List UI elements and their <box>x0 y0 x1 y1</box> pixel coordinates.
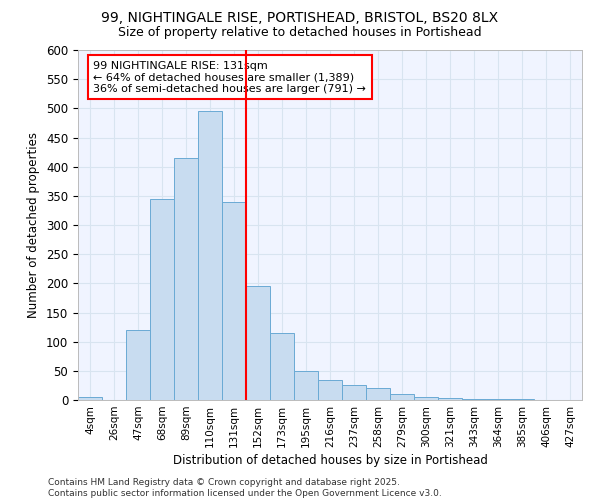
Text: 99, NIGHTINGALE RISE, PORTISHEAD, BRISTOL, BS20 8LX: 99, NIGHTINGALE RISE, PORTISHEAD, BRISTO… <box>101 12 499 26</box>
Text: 99 NIGHTINGALE RISE: 131sqm
← 64% of detached houses are smaller (1,389)
36% of : 99 NIGHTINGALE RISE: 131sqm ← 64% of det… <box>93 60 366 94</box>
Bar <box>438 398 462 400</box>
Bar <box>366 388 390 400</box>
Text: Size of property relative to detached houses in Portishead: Size of property relative to detached ho… <box>118 26 482 39</box>
Bar <box>462 399 486 400</box>
Bar <box>78 397 102 400</box>
Bar <box>222 202 246 400</box>
Text: Contains HM Land Registry data © Crown copyright and database right 2025.
Contai: Contains HM Land Registry data © Crown c… <box>48 478 442 498</box>
Bar <box>414 397 438 400</box>
X-axis label: Distribution of detached houses by size in Portishead: Distribution of detached houses by size … <box>173 454 487 467</box>
Bar <box>342 386 366 400</box>
Bar <box>318 380 342 400</box>
Bar <box>126 330 150 400</box>
Bar <box>294 371 318 400</box>
Bar <box>150 198 174 400</box>
Bar <box>270 333 294 400</box>
Bar <box>198 112 222 400</box>
Bar <box>246 286 270 400</box>
Bar <box>390 394 414 400</box>
Bar <box>174 158 198 400</box>
Y-axis label: Number of detached properties: Number of detached properties <box>28 132 40 318</box>
